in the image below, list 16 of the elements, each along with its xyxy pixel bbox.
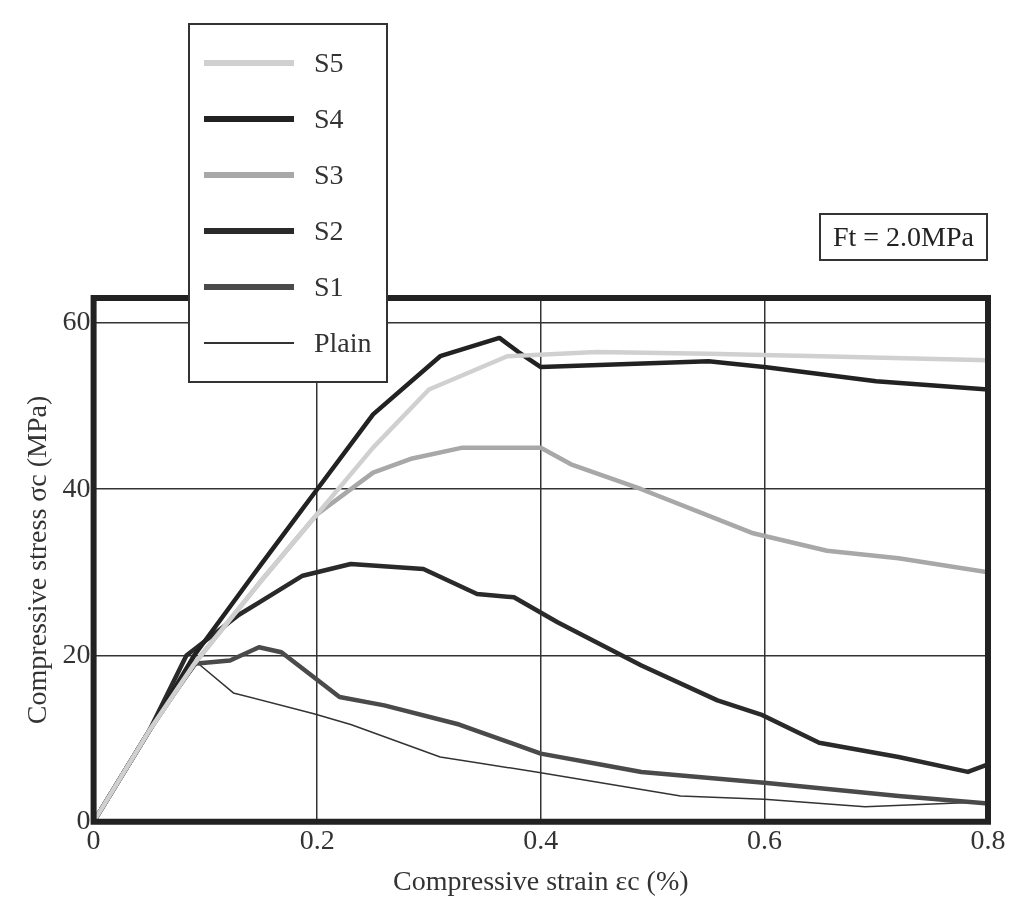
legend-label: S4 [314, 103, 344, 135]
y-tick-label: 60 [62, 305, 91, 337]
x-axis-title: Compressive strain εc (%) [393, 864, 689, 896]
x-tick-label: 0.6 [746, 823, 782, 855]
legend-label: Plain [314, 327, 372, 359]
legend-label: S5 [314, 47, 344, 79]
x-tick-label: 0.8 [970, 823, 1006, 855]
y-tick-label: 40 [62, 471, 91, 503]
text: Ft = 2.0MPa [818, 213, 988, 261]
legend-label: S3 [314, 159, 344, 191]
y-axis-title: Compressive stress σc (MPa) [21, 395, 53, 725]
legend-label: S1 [314, 271, 344, 303]
x-tick-label: 0.4 [523, 823, 559, 855]
legend-label: S2 [314, 215, 344, 247]
y-tick-label: 20 [62, 637, 91, 669]
x-tick-label: 0.2 [299, 823, 335, 855]
